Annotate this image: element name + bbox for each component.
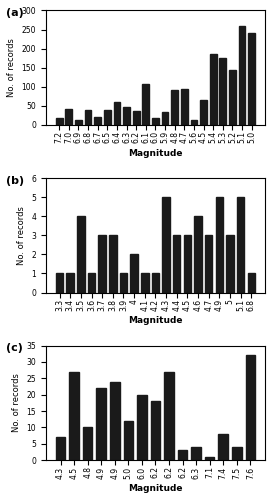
Bar: [194, 216, 202, 292]
Bar: [56, 437, 65, 460]
Bar: [164, 372, 174, 460]
Bar: [123, 421, 133, 460]
Bar: [246, 356, 255, 460]
Bar: [77, 216, 85, 292]
Bar: [85, 110, 91, 125]
Bar: [216, 197, 223, 292]
Bar: [69, 372, 79, 460]
Bar: [56, 118, 63, 125]
Text: (b): (b): [6, 176, 24, 186]
Bar: [98, 236, 106, 292]
Bar: [133, 111, 140, 125]
X-axis label: Magnitude: Magnitude: [128, 149, 183, 158]
Bar: [232, 447, 242, 460]
Bar: [210, 54, 217, 125]
Bar: [239, 26, 245, 125]
Bar: [191, 120, 197, 125]
X-axis label: Magnitude: Magnitude: [128, 316, 183, 326]
Bar: [109, 236, 117, 292]
Y-axis label: No. of records: No. of records: [7, 38, 16, 97]
Bar: [110, 382, 119, 460]
Bar: [123, 106, 130, 125]
Bar: [104, 110, 111, 125]
Bar: [151, 401, 160, 460]
Bar: [191, 447, 201, 460]
Bar: [162, 112, 168, 125]
Text: (c): (c): [6, 344, 23, 353]
Bar: [75, 120, 82, 125]
Bar: [218, 434, 228, 460]
Bar: [220, 58, 226, 125]
Bar: [152, 118, 159, 125]
Bar: [97, 388, 106, 460]
Bar: [200, 100, 207, 125]
Bar: [143, 84, 149, 125]
X-axis label: Magnitude: Magnitude: [128, 484, 183, 493]
Bar: [229, 70, 236, 125]
Bar: [205, 236, 212, 292]
Bar: [248, 274, 255, 292]
Bar: [141, 274, 149, 292]
Bar: [56, 274, 63, 292]
Bar: [130, 254, 138, 292]
Bar: [83, 428, 92, 460]
Bar: [88, 274, 95, 292]
Bar: [184, 236, 191, 292]
Y-axis label: No. of records: No. of records: [17, 206, 26, 264]
Bar: [120, 274, 127, 292]
Text: (a): (a): [6, 8, 24, 18]
Bar: [173, 236, 181, 292]
Bar: [237, 197, 245, 292]
Bar: [114, 102, 120, 125]
Bar: [248, 32, 255, 125]
Bar: [178, 450, 187, 460]
Bar: [171, 90, 178, 125]
Bar: [226, 236, 234, 292]
Bar: [205, 457, 214, 460]
Bar: [94, 118, 101, 125]
Y-axis label: No. of records: No. of records: [12, 374, 21, 432]
Bar: [152, 274, 159, 292]
Bar: [66, 109, 72, 125]
Bar: [162, 197, 170, 292]
Bar: [137, 394, 147, 460]
Bar: [181, 88, 188, 125]
Bar: [66, 274, 74, 292]
